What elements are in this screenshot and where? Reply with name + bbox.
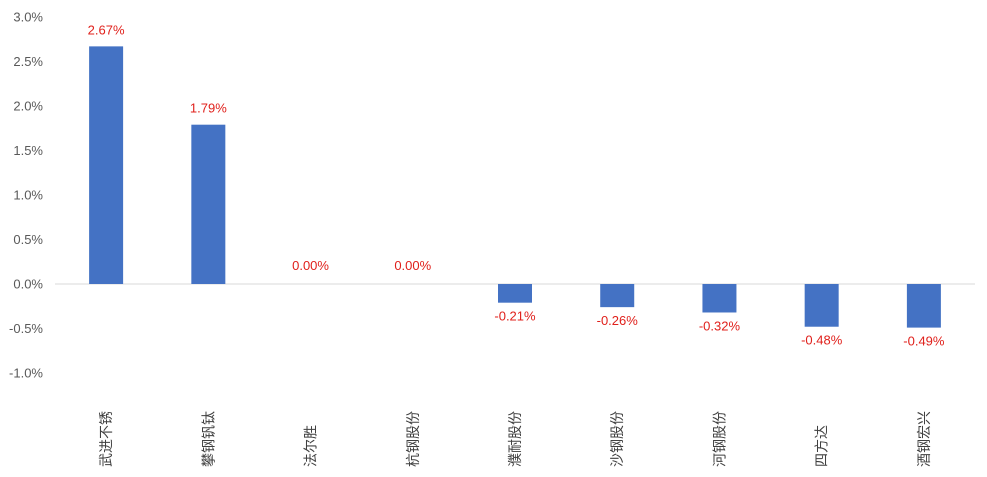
category-label: 酒钢宏兴 bbox=[917, 411, 933, 467]
data-label: 1.79% bbox=[190, 101, 227, 116]
data-label: 0.00% bbox=[394, 258, 431, 273]
category-label: 河钢股份 bbox=[712, 411, 728, 467]
category-label: 四方达 bbox=[815, 425, 831, 467]
category-labels: 武进不锈 攀钢钒钛 法尔胜 杭钢股份 濮耐股份 沙钢股份 河钢股份 四方达 酒钢宏兴 bbox=[99, 411, 933, 467]
data-label: -0.26% bbox=[597, 313, 639, 328]
bar bbox=[702, 284, 737, 313]
category-label: 攀钢钒钛 bbox=[201, 411, 217, 467]
y-tick-label: 1.0% bbox=[13, 188, 43, 203]
category-label: 武进不锈 bbox=[99, 411, 115, 467]
bar bbox=[804, 284, 839, 327]
y-tick-label: 2.5% bbox=[13, 54, 43, 69]
y-tick-label: 0.0% bbox=[13, 277, 43, 292]
category-label: 沙钢股份 bbox=[610, 411, 626, 467]
category-label: 杭钢股份 bbox=[406, 411, 422, 467]
data-label: 0.00% bbox=[292, 258, 329, 273]
bar bbox=[600, 284, 635, 308]
data-label: -0.48% bbox=[801, 333, 843, 348]
data-label: -0.21% bbox=[494, 309, 536, 324]
y-tick-label: 2.0% bbox=[13, 99, 43, 114]
y-tick-label: -0.5% bbox=[9, 321, 43, 336]
data-labels: 2.67% 1.79% 0.00% 0.00% -0.21% -0.26% -0.32% -0… bbox=[88, 22, 945, 348]
data-label: 2.67% bbox=[88, 22, 125, 37]
y-tick-label: 1.5% bbox=[13, 143, 43, 158]
bar bbox=[191, 124, 226, 284]
bar bbox=[89, 46, 124, 285]
data-label: -0.32% bbox=[699, 318, 741, 333]
bar bbox=[906, 284, 941, 328]
data-label: -0.49% bbox=[903, 334, 945, 349]
y-tick-label: -1.0% bbox=[9, 366, 43, 381]
y-tick-label: 0.5% bbox=[13, 232, 43, 247]
category-label: 濮耐股份 bbox=[508, 411, 524, 467]
y-tick-label: 3.0% bbox=[13, 10, 43, 25]
bars bbox=[89, 46, 941, 328]
category-label: 法尔胜 bbox=[304, 425, 320, 467]
bar bbox=[498, 284, 532, 303]
y-axis-ticks: 3.0% 2.5% 2.0% 1.5% 1.0% 0.5% 0.0% -0.5% -1.0% bbox=[9, 10, 43, 381]
